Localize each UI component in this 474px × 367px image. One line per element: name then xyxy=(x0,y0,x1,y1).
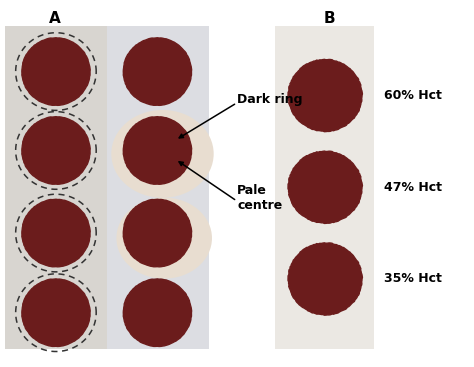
Text: 47% Hct: 47% Hct xyxy=(384,181,442,194)
Ellipse shape xyxy=(117,197,212,279)
Polygon shape xyxy=(22,279,90,346)
Polygon shape xyxy=(123,199,191,267)
Polygon shape xyxy=(22,38,90,105)
FancyBboxPatch shape xyxy=(275,26,374,349)
Polygon shape xyxy=(123,117,191,184)
Polygon shape xyxy=(288,59,363,132)
Polygon shape xyxy=(22,199,90,267)
Text: 35% Hct: 35% Hct xyxy=(384,272,442,286)
FancyBboxPatch shape xyxy=(5,26,107,349)
Polygon shape xyxy=(22,117,90,184)
Text: Pale
centre: Pale centre xyxy=(237,184,282,212)
Text: Dark ring: Dark ring xyxy=(237,92,302,106)
FancyBboxPatch shape xyxy=(5,26,209,349)
Ellipse shape xyxy=(111,110,214,198)
FancyBboxPatch shape xyxy=(107,26,209,349)
Polygon shape xyxy=(288,243,363,315)
Text: 60% Hct: 60% Hct xyxy=(384,89,442,102)
Text: B: B xyxy=(324,11,335,26)
Polygon shape xyxy=(123,279,191,346)
Polygon shape xyxy=(288,151,363,224)
Polygon shape xyxy=(123,38,191,105)
Text: A: A xyxy=(49,11,60,26)
